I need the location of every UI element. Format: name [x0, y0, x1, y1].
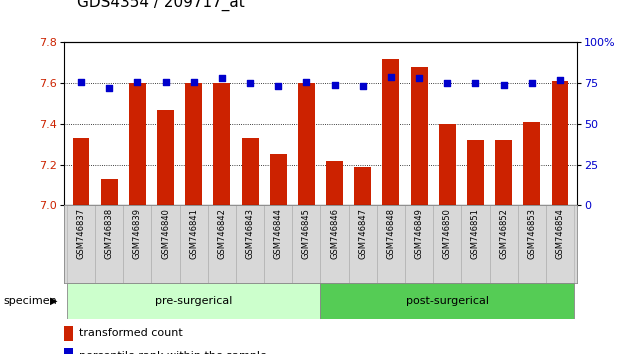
Bar	[298, 83, 315, 205]
Bar	[64, 326, 73, 341]
Text: GSM746854: GSM746854	[556, 208, 565, 258]
Text: GSM746848: GSM746848	[387, 208, 395, 259]
Text: GSM746850: GSM746850	[443, 208, 452, 258]
Text: GSM746844: GSM746844	[274, 208, 283, 258]
Text: GSM746840: GSM746840	[161, 208, 170, 258]
Point	[245, 80, 255, 86]
Text: GSM746839: GSM746839	[133, 208, 142, 259]
Text: GSM746837: GSM746837	[76, 208, 85, 259]
Bar	[433, 205, 462, 283]
Bar	[518, 205, 546, 283]
Point	[160, 79, 171, 84]
Text: post-surgerical: post-surgerical	[406, 296, 489, 306]
Point	[470, 80, 481, 86]
Text: GDS4354 / 209717_at: GDS4354 / 209717_at	[77, 0, 245, 11]
Text: GSM746843: GSM746843	[246, 208, 254, 259]
Point	[301, 79, 312, 84]
Bar	[95, 205, 123, 283]
Text: GSM746851: GSM746851	[471, 208, 480, 258]
Point	[132, 79, 142, 84]
Bar	[64, 348, 73, 354]
Bar	[490, 205, 518, 283]
Point	[76, 79, 86, 84]
Bar	[292, 205, 320, 283]
Bar	[151, 205, 179, 283]
Bar	[320, 205, 349, 283]
Point	[555, 77, 565, 83]
Text: GSM746842: GSM746842	[217, 208, 226, 258]
Bar	[236, 205, 264, 283]
Bar	[326, 161, 343, 205]
Text: GSM746852: GSM746852	[499, 208, 508, 258]
Bar	[129, 83, 146, 205]
Point	[188, 79, 199, 84]
Text: GSM746845: GSM746845	[302, 208, 311, 258]
Bar	[439, 124, 456, 205]
Point	[527, 80, 537, 86]
Bar	[495, 140, 512, 205]
Text: ▶: ▶	[50, 296, 58, 306]
Text: percentile rank within the sample: percentile rank within the sample	[79, 351, 267, 354]
Point	[104, 85, 114, 91]
Bar	[67, 283, 320, 319]
Point	[386, 74, 396, 80]
Text: specimen: specimen	[3, 296, 57, 306]
Bar	[546, 205, 574, 283]
Bar	[354, 167, 371, 205]
Bar	[242, 138, 258, 205]
Bar	[405, 205, 433, 283]
Text: GSM746846: GSM746846	[330, 208, 339, 259]
Bar	[72, 138, 90, 205]
Bar	[208, 205, 236, 283]
Bar	[377, 205, 405, 283]
Bar	[349, 205, 377, 283]
Bar	[67, 205, 95, 283]
Point	[329, 82, 340, 88]
Bar	[523, 122, 540, 205]
Text: GSM746853: GSM746853	[528, 208, 537, 259]
Text: GSM746849: GSM746849	[415, 208, 424, 258]
Point	[217, 75, 227, 81]
Bar	[467, 140, 484, 205]
Point	[414, 75, 424, 81]
Bar	[179, 205, 208, 283]
Text: GSM746847: GSM746847	[358, 208, 367, 259]
Bar	[264, 205, 292, 283]
Bar	[213, 83, 230, 205]
Bar	[320, 283, 574, 319]
Point	[499, 82, 509, 88]
Bar	[123, 205, 151, 283]
Text: pre-surgerical: pre-surgerical	[155, 296, 233, 306]
Text: GSM746841: GSM746841	[189, 208, 198, 258]
Bar	[383, 59, 399, 205]
Bar	[157, 110, 174, 205]
Bar	[551, 81, 569, 205]
Bar	[185, 83, 202, 205]
Text: transformed count: transformed count	[79, 329, 183, 338]
Bar	[101, 179, 118, 205]
Bar	[270, 154, 287, 205]
Bar	[462, 205, 490, 283]
Point	[358, 84, 368, 89]
Point	[273, 84, 283, 89]
Point	[442, 80, 453, 86]
Text: GSM746838: GSM746838	[104, 208, 113, 259]
Bar	[411, 67, 428, 205]
